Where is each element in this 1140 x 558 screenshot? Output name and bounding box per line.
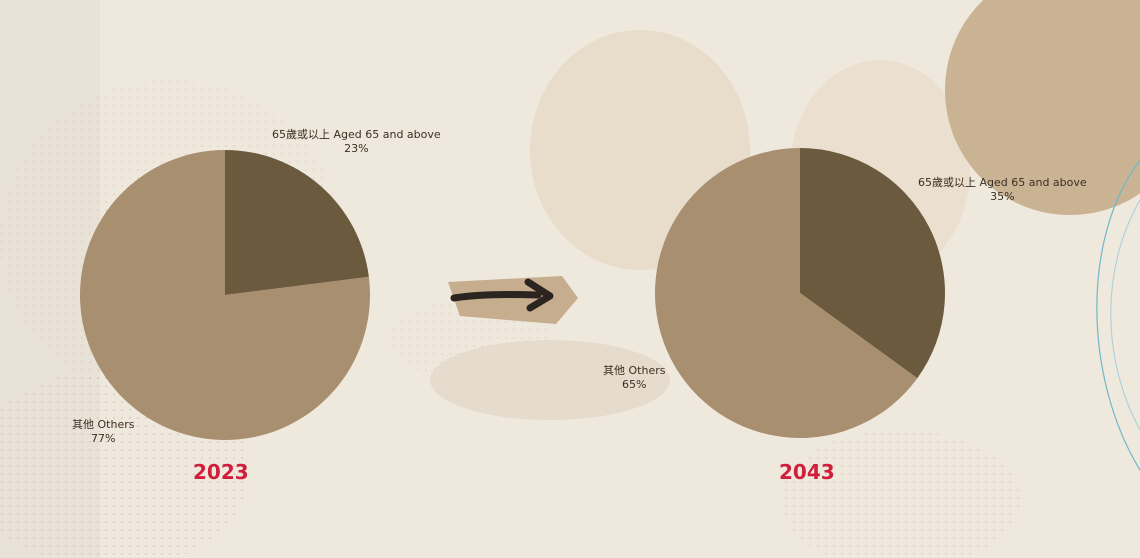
pie-slice-2023-0 <box>225 150 369 295</box>
chart-title-2023: 2023 <box>193 460 249 484</box>
pie-slice-2043-0 <box>800 148 945 379</box>
pie-slice-2023-1 <box>79 150 370 440</box>
chart-title-2043: 2043 <box>779 460 835 484</box>
arrow-right-icon <box>448 276 578 324</box>
slice-label-aged-2023: 65歲或以上 Aged 65 and above 23% <box>272 128 441 155</box>
slice-label-aged-2043: 65歲或以上 Aged 65 and above 35% <box>918 176 1087 203</box>
slice-label-others-2043: 其他 Others 65% <box>603 364 666 391</box>
pie-slice-2043-1 <box>655 147 918 438</box>
slice-label-others-2023: 其他 Others 77% <box>72 418 135 445</box>
